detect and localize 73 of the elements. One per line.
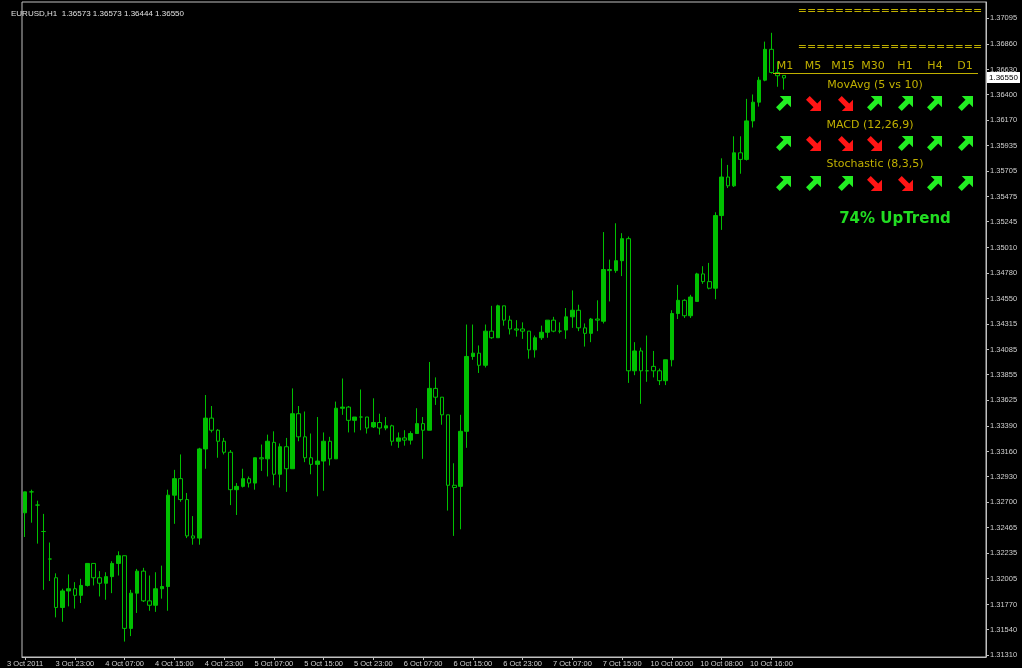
candlestick [135, 568, 139, 614]
candlestick [253, 457, 257, 491]
candlestick [732, 135, 736, 188]
candlestick [334, 401, 338, 460]
candlestick [502, 305, 506, 327]
candlestick [751, 93, 755, 128]
candlestick [359, 389, 363, 431]
candlestick [79, 578, 83, 604]
annotation: MACD (12,26,9) [826, 117, 914, 131]
candlestick [104, 571, 108, 601]
candlestick [35, 500, 40, 545]
candlestick [477, 344, 481, 374]
annotation: M30 [861, 58, 885, 72]
candlestick [527, 330, 531, 360]
annotation: M15 [831, 58, 855, 72]
candlestick [701, 265, 705, 285]
annotation: D1 [957, 58, 973, 72]
candlestick [110, 560, 114, 594]
annotation: Stochastic (8,3,5) [826, 156, 924, 170]
candlestick [185, 492, 189, 539]
candlestick [620, 232, 624, 277]
candlestick [191, 515, 195, 546]
candlestick [639, 347, 643, 405]
annotation: ==================== [797, 39, 983, 53]
candlestick [763, 41, 767, 82]
candlestick [508, 315, 512, 335]
candlestick [757, 76, 761, 108]
candlestick [726, 164, 730, 189]
annotation: H1 [897, 58, 913, 72]
candlestick [421, 416, 425, 460]
candlestick [160, 565, 164, 600]
candlestick [73, 581, 77, 610]
candlestick [533, 335, 537, 359]
candlestick [29, 489, 34, 524]
candlestick [695, 272, 699, 302]
candlestick [166, 489, 170, 612]
candlestick [272, 430, 276, 486]
annotation: ==================== [797, 3, 983, 17]
annotation: 1.36550 [987, 72, 1020, 84]
annotation: H4 [927, 58, 943, 72]
candlestick [222, 437, 226, 455]
candlestick [471, 324, 475, 361]
candlestick [54, 572, 58, 618]
candlestick [390, 424, 394, 447]
candlestick [309, 433, 313, 475]
annotation: 74% UpTrend [839, 208, 951, 227]
candlestick [446, 414, 450, 512]
candlestick [41, 513, 46, 591]
candlestick [670, 309, 674, 367]
candlestick [384, 416, 388, 431]
candlestick [278, 442, 282, 488]
candlestick [328, 436, 332, 466]
annotation: M5 [804, 58, 822, 72]
candlestick [676, 284, 680, 320]
candlestick [48, 542, 52, 582]
annotation: MovAvg (5 vs 10) [827, 77, 923, 91]
candlestick [129, 589, 133, 637]
candlestick [216, 428, 220, 459]
candlestick [440, 396, 444, 426]
candlestick [589, 317, 593, 343]
candlestick [496, 304, 500, 339]
candlestick [645, 335, 649, 383]
text: EURUSD,H1 1.36573 1.36573 1.36444 1.36550 [11, 8, 185, 18]
candlestick [247, 475, 251, 488]
candlestick [583, 322, 587, 348]
candlestick [415, 407, 419, 435]
candlestick [365, 416, 369, 435]
candlestick [23, 491, 27, 538]
candlestick [614, 222, 618, 274]
candlestick [564, 307, 568, 340]
candlestick [303, 411, 307, 463]
candlestick [782, 74, 786, 91]
candlestick [241, 468, 245, 488]
